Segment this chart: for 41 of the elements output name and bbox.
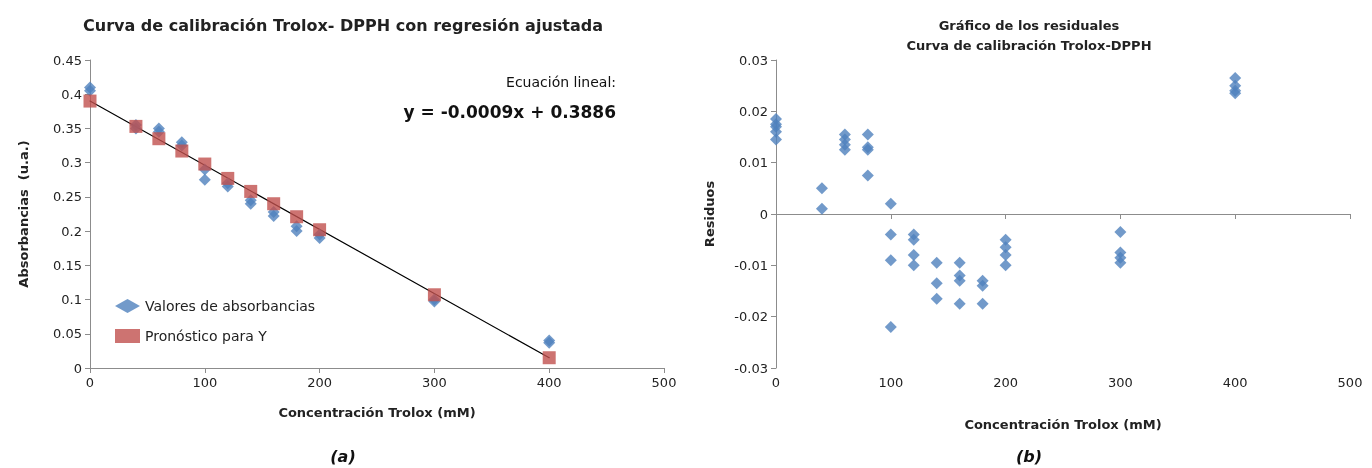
y-tick-label: -0.01	[734, 257, 768, 273]
y-axis-title: Residuos	[702, 180, 717, 248]
y-tick-label: 0.4	[61, 86, 82, 102]
chart-title: Curva de calibración Trolox- DPPH con regresión ajustada	[83, 15, 603, 35]
x-tick-label: 0	[771, 375, 781, 390]
y-tick-label: 0.05	[53, 326, 82, 342]
y-tick-label: 0	[73, 360, 82, 376]
y-tick-label: 0.3	[61, 155, 82, 171]
x-tick-label: 300	[421, 375, 447, 390]
y-tick-label: 0.45	[53, 52, 82, 68]
y-tick-label: 0.35	[53, 120, 82, 136]
y-tick-label: 0.03	[739, 52, 768, 68]
legend-label: Valores de absorbancias	[145, 298, 316, 314]
x-tick-label: 100	[878, 375, 904, 390]
x-tick-label: 500	[651, 375, 677, 390]
x-tick-label: 0	[85, 375, 95, 390]
text: (a)	[330, 446, 356, 466]
y-tick-label: 0.02	[739, 103, 768, 119]
x-axis-title: Concentración Trolox (mM)	[278, 405, 476, 420]
x-tick-label: 200	[307, 375, 333, 390]
legend-label: Pronóstico para Y	[145, 328, 268, 344]
text: (b)	[1015, 446, 1043, 466]
x-tick-label: 100	[192, 375, 218, 390]
x-tick-label: 400	[1222, 375, 1248, 390]
y-tick-label: 0	[759, 206, 768, 222]
y-tick-label: 0.01	[739, 155, 768, 171]
annotation: Ecuación lineal:	[506, 74, 616, 90]
x-tick-label: 200	[993, 375, 1019, 390]
y-tick-label: 0.25	[53, 189, 82, 205]
y-tick-label: -0.02	[734, 309, 768, 325]
y-tick-label: 0.15	[53, 257, 82, 273]
annotation: y = -0.0009x + 0.3886	[403, 101, 616, 122]
y-axis-title: Absorbancias (u.a.)	[16, 140, 31, 288]
x-axis-title: Concentración Trolox (mM)	[964, 417, 1162, 432]
y-tick-label: -0.03	[734, 360, 768, 376]
y-tick-label: 0.2	[61, 223, 82, 239]
chart-title: Gráfico de los residuales Curva de calibración Trolox-DPPH	[906, 17, 1152, 53]
x-tick-label: 500	[1337, 375, 1363, 390]
y-tick-label: 0.1	[61, 292, 82, 308]
x-tick-label: 400	[536, 375, 562, 390]
x-tick-label: 300	[1107, 375, 1133, 390]
